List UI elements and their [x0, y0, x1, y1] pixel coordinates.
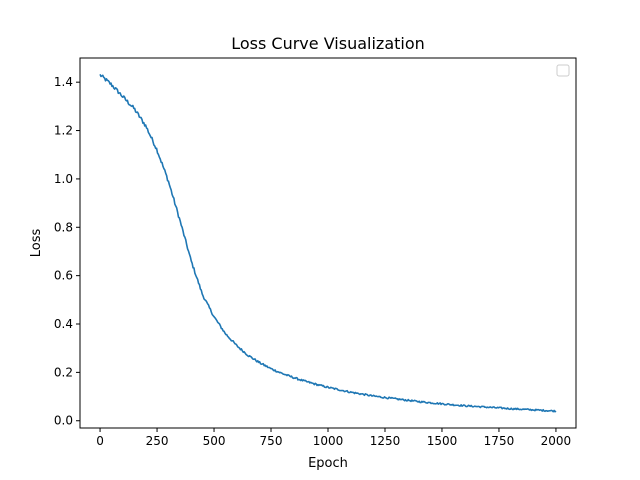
x-axis-label: Epoch — [308, 456, 348, 471]
x-axis: 0 250 500 750 1000 1250 1500 1750 2000 — [96, 428, 571, 448]
legend-box — [556, 64, 570, 77]
y-tick-label: 1.4 — [54, 75, 73, 89]
y-tick-label: 0.0 — [54, 414, 73, 428]
y-tick-label: 1.2 — [54, 124, 73, 138]
y-tick-label: 0.4 — [54, 317, 73, 331]
x-tick-label: 250 — [146, 434, 169, 448]
y-tick-label: 0.8 — [54, 220, 73, 234]
y-tick-label: 0.6 — [54, 269, 73, 283]
y-tick-label: 0.2 — [54, 365, 73, 379]
x-tick-label: 0 — [96, 434, 104, 448]
x-tick-label: 1250 — [370, 434, 401, 448]
x-tick-label: 500 — [203, 434, 226, 448]
x-tick-label: 1750 — [484, 434, 515, 448]
chart-title: Loss Curve Visualization — [231, 34, 425, 53]
y-axis: 0.0 0.2 0.4 0.6 0.8 1.0 1.2 1.4 — [54, 75, 80, 428]
x-tick-label: 2000 — [541, 434, 572, 448]
x-tick-label: 750 — [260, 434, 283, 448]
x-tick-label: 1500 — [427, 434, 458, 448]
x-tick-label: 1000 — [313, 434, 344, 448]
y-axis-label: Loss — [29, 229, 44, 258]
y-tick-label: 1.0 — [54, 172, 73, 186]
plot-area — [99, 74, 557, 413]
loss-series-line — [99, 74, 557, 413]
